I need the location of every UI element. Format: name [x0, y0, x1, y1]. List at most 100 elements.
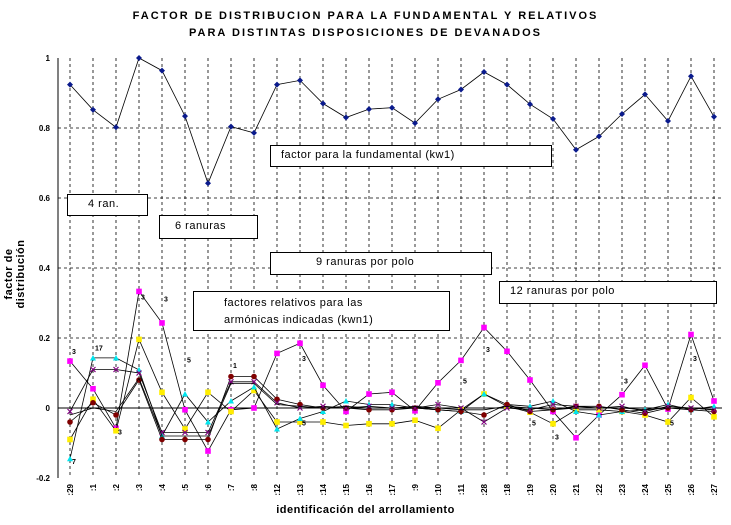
- data-point: [90, 354, 96, 361]
- data-point: [435, 380, 441, 386]
- x-tick-label: :2: [112, 483, 121, 491]
- data-point: [67, 408, 73, 415]
- point-label: 5: [532, 421, 536, 428]
- data-point: [113, 124, 119, 131]
- data-point: [343, 422, 349, 429]
- data-point: [205, 180, 211, 187]
- data-point: [228, 123, 234, 130]
- data-point: [251, 384, 257, 390]
- x-tick-label: :18: [503, 483, 512, 495]
- annotation-relativos: factores relativos para las armónicas in…: [193, 291, 450, 331]
- data-point: [297, 340, 303, 347]
- y-tick-label: 0.8: [39, 124, 51, 133]
- data-point: [596, 412, 602, 418]
- data-point: [159, 436, 165, 443]
- data-point: [113, 366, 119, 373]
- data-point: [596, 133, 602, 140]
- data-point: [550, 420, 556, 427]
- data-point: [366, 106, 372, 113]
- x-tick-label: :10: [434, 483, 443, 495]
- data-point: [550, 398, 556, 404]
- x-tick-label: :12: [273, 483, 282, 495]
- x-tick-label: :16: [365, 483, 374, 495]
- x-tick-label: :9: [411, 483, 420, 491]
- data-point: [274, 426, 280, 432]
- data-point: [458, 86, 464, 93]
- x-tick-label: :19: [526, 483, 535, 495]
- chart-subtitle: PARA DISTINTAS DISPOSICIONES DE DEVANADO…: [189, 27, 542, 39]
- data-point: [136, 370, 142, 376]
- data-point: [688, 331, 694, 338]
- data-point: [642, 362, 648, 369]
- data-point: [412, 120, 418, 127]
- point-label: 1: [233, 363, 237, 370]
- data-point: [90, 366, 96, 373]
- data-point: [343, 408, 349, 415]
- data-point: [113, 354, 119, 361]
- data-point: [297, 419, 303, 425]
- x-tick-label: :7: [227, 483, 236, 491]
- data-point: [159, 320, 165, 326]
- data-point: [182, 391, 188, 397]
- y-tick-label: 0.2: [39, 334, 51, 343]
- point-label: 3: [72, 349, 76, 356]
- x-tick-label: :24: [641, 483, 650, 495]
- annotation-4-ranuras: 4 ran.: [67, 194, 148, 216]
- data-point: [274, 81, 280, 88]
- data-point: [481, 412, 487, 418]
- data-point: [688, 394, 694, 401]
- chart-title: FACTOR DE DISTRIBUCION PARA LA FUNDAMENT…: [132, 10, 599, 22]
- point-label: 5: [670, 421, 674, 428]
- data-point: [90, 396, 96, 403]
- data-point: [504, 348, 510, 355]
- point-label: 3: [555, 435, 559, 442]
- data-point: [228, 373, 234, 380]
- data-point: [113, 427, 119, 434]
- data-point: [504, 81, 510, 88]
- data-point: [596, 406, 602, 413]
- data-point: [136, 55, 142, 61]
- data-point: [688, 73, 694, 80]
- x-tick-label: :8: [250, 483, 259, 491]
- data-point: [320, 382, 326, 389]
- x-tick-label: :21: [572, 483, 581, 495]
- data-point: [67, 419, 73, 425]
- x-tick-label: :26: [687, 483, 696, 495]
- data-point: [67, 81, 73, 88]
- x-tick-label: :13: [296, 483, 305, 495]
- data-point: [113, 412, 119, 418]
- data-point: [665, 118, 671, 124]
- data-point: [205, 389, 211, 396]
- data-point: [343, 114, 349, 121]
- point-label: 17: [95, 345, 103, 352]
- data-point: [527, 408, 533, 415]
- data-point: [67, 358, 73, 364]
- x-axis-label: identificación del arrollamiento: [276, 504, 455, 516]
- data-point: [228, 398, 234, 404]
- data-point: [642, 91, 648, 98]
- data-point: [481, 419, 487, 425]
- data-point: [182, 406, 188, 413]
- data-point: [320, 100, 326, 107]
- data-point: [665, 401, 671, 407]
- x-tick-label: :25: [664, 483, 673, 495]
- data-point: [159, 389, 165, 396]
- data-point: [573, 434, 579, 441]
- point-label: 3: [118, 429, 122, 436]
- data-point: [711, 113, 717, 120]
- data-point: [481, 69, 487, 75]
- data-point: [527, 101, 533, 108]
- data-point: [711, 403, 717, 409]
- data-point: [251, 405, 257, 411]
- annotation-relativos-line2: armónicas indicadas (kwn1): [224, 314, 374, 326]
- data-point: [550, 401, 556, 408]
- y-tick-label: 0.6: [39, 194, 51, 203]
- x-tick-label: :17: [388, 483, 397, 495]
- data-point: [251, 373, 257, 380]
- data-point: [297, 77, 303, 84]
- data-point: [251, 129, 257, 136]
- point-label: 3: [693, 356, 697, 363]
- point-label: 5: [463, 379, 467, 386]
- point-label: 3: [164, 296, 168, 303]
- data-point: [90, 385, 96, 392]
